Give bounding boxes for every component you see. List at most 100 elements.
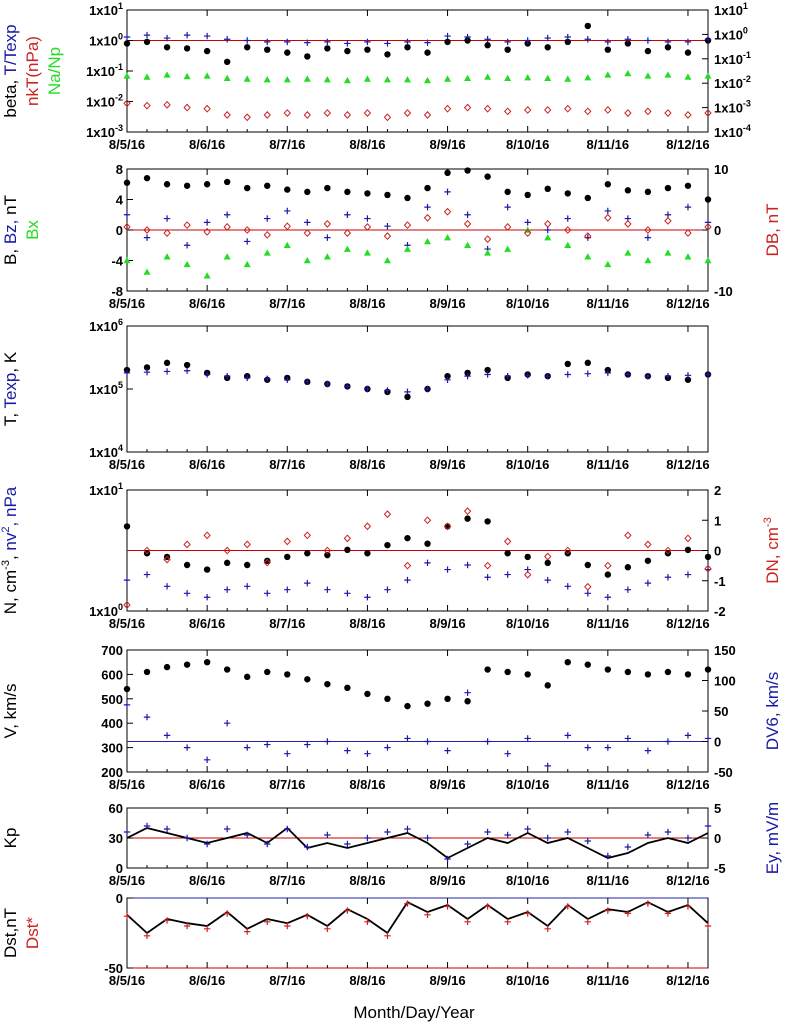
data-point: [484, 574, 491, 581]
data-point: [624, 564, 632, 571]
y-tick-label: 4: [116, 193, 124, 208]
data-point: [123, 828, 131, 836]
x-tick-label: 8/12/16: [666, 296, 709, 311]
data-point: [344, 383, 351, 390]
data-point: [544, 559, 551, 567]
data-point: [304, 219, 311, 226]
data-point: [684, 571, 692, 578]
data-point: [504, 372, 511, 380]
data-point: [544, 682, 551, 689]
data-point: [384, 744, 391, 751]
data-point: [644, 234, 652, 241]
x-tick-label: 8/6/16: [189, 973, 225, 988]
data-point: [344, 907, 351, 914]
data-point: [624, 187, 632, 194]
data-point: [284, 376, 291, 383]
data-point: [183, 31, 191, 39]
data-point: [584, 837, 591, 845]
data-point: [203, 47, 211, 55]
data-point: [664, 574, 672, 581]
y-right-tick-label: -50: [714, 765, 733, 780]
y-tick-label: 1x105: [89, 380, 123, 397]
series-2: [123, 507, 712, 609]
data-point: [383, 257, 391, 264]
x-tick-label: 8/9/16: [429, 137, 465, 152]
data-point: [443, 104, 452, 113]
series-1: [123, 559, 712, 601]
data-point: [464, 241, 472, 249]
data-point: [584, 561, 591, 569]
x-tick-label: 8/8/16: [349, 137, 385, 152]
data-point: [464, 689, 471, 696]
data-point: [324, 184, 331, 192]
series-1: [123, 689, 712, 770]
data-point: [363, 522, 372, 531]
data-point: [163, 215, 171, 222]
data-point: [544, 576, 551, 584]
data-point: [343, 534, 352, 543]
data-point: [304, 53, 311, 60]
data-point: [424, 203, 431, 211]
x-tick-label: 8/9/16: [429, 296, 465, 311]
data-point: [364, 690, 371, 698]
y-tick-label: 200: [101, 765, 123, 780]
data-point: [203, 219, 211, 226]
data-point: [444, 376, 451, 383]
data-point: [483, 561, 492, 570]
data-point: [624, 910, 632, 917]
data-point: [243, 113, 251, 122]
data-point: [704, 371, 712, 378]
x-tick-label: 8/10/16: [506, 137, 549, 152]
series-0: [126, 901, 709, 935]
data-point: [143, 101, 151, 110]
series-line: [126, 901, 709, 935]
data-point: [123, 72, 131, 79]
data-point: [143, 822, 151, 830]
data-point: [163, 253, 171, 260]
y-tick-label: 500: [101, 692, 123, 707]
data-point: [664, 109, 672, 117]
data-point: [143, 668, 151, 676]
data-point: [304, 188, 311, 196]
data-point: [644, 47, 652, 55]
y-tick-label: 1x100: [89, 32, 123, 49]
y-tick-label: 1x101: [89, 1, 123, 18]
data-point: [444, 566, 451, 573]
data-point: [203, 594, 211, 601]
y-tick-label: 30: [109, 831, 123, 846]
panel-frame: [126, 9, 709, 133]
series-1: [123, 367, 712, 396]
data-point: [564, 104, 572, 113]
panel-frame: [126, 649, 709, 773]
series-0: [123, 167, 712, 203]
data-point: [604, 181, 612, 188]
data-point: [644, 188, 652, 196]
data-point: [123, 257, 131, 264]
y-right-tick-label: 2: [714, 483, 721, 498]
data-point: [264, 840, 271, 848]
data-point: [664, 38, 672, 46]
data-point: [344, 590, 351, 597]
y-axis-label-2: Bx: [23, 220, 42, 240]
data-point: [304, 843, 311, 851]
data-point: [384, 191, 391, 199]
data-point: [464, 211, 471, 218]
data-point: [304, 550, 311, 557]
data-point: [463, 103, 472, 112]
data-point: [664, 546, 672, 555]
data-point: [584, 107, 592, 116]
data-point: [584, 744, 591, 751]
data-point: [243, 75, 251, 82]
data-point: [524, 37, 531, 44]
y-right-axis-label: DB, nT: [763, 204, 782, 257]
data-point: [484, 249, 492, 256]
data-point: [424, 76, 432, 84]
data-point: [344, 211, 351, 218]
data-point: [303, 229, 311, 237]
x-tick-label: 8/12/16: [666, 137, 709, 152]
data-point: [324, 234, 331, 241]
data-point: [464, 74, 472, 82]
data-point: [504, 74, 512, 82]
data-point: [644, 747, 652, 754]
data-point: [564, 241, 572, 249]
